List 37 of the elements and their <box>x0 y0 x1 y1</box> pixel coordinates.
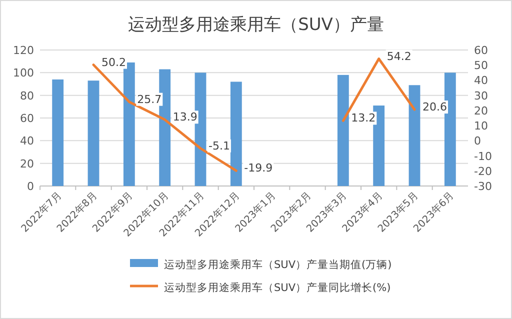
y-tick-label: 20 <box>20 157 34 170</box>
chart-title: 运动型多用途乘用车（SUV）产量 <box>128 15 384 35</box>
y-tick-label: 60 <box>20 112 34 125</box>
y2-tick-label: 10 <box>474 120 488 133</box>
data-label: 25.7 <box>137 92 162 106</box>
bar <box>123 62 135 186</box>
data-label: -19.9 <box>244 162 273 175</box>
data-label: 54.2 <box>386 50 412 63</box>
bar <box>159 69 171 186</box>
y-tick-label: 0 <box>27 180 34 193</box>
bar <box>52 79 64 186</box>
data-label: 20.6 <box>422 100 447 114</box>
data-label: 50.2 <box>102 56 126 69</box>
y2-tick-label: 20 <box>474 104 488 118</box>
y2-tick-label: -30 <box>474 180 492 193</box>
y2-tick-label: 50 <box>474 59 488 72</box>
bar <box>337 74 349 186</box>
legend-label: 运动型多用途乘用车（SUV）产量当期值(万辆) <box>164 258 392 271</box>
y2-tick-label: 30 <box>474 89 488 102</box>
y-tick-label: 100 <box>13 66 34 80</box>
data-label: 13.2 <box>351 112 376 125</box>
y2-tick-label: 0 <box>474 134 481 148</box>
y2-tick-label: -20 <box>474 164 492 178</box>
bar <box>194 72 206 186</box>
y2-tick-label: 40 <box>474 74 488 88</box>
y-tick-label: 40 <box>20 134 34 148</box>
bar <box>408 85 420 186</box>
y-tick-label: 120 <box>13 44 34 57</box>
data-label: -5.1 <box>208 139 230 152</box>
bar <box>88 80 100 186</box>
legend-label: 运动型多用途乘用车（SUV）产量同比增长(%) <box>164 281 391 294</box>
bar <box>373 106 385 186</box>
y2-tick-label: 60 <box>474 44 488 57</box>
data-label: 13.9 <box>172 110 198 124</box>
y-tick-label: 80 <box>20 89 34 102</box>
y2-tick-label: -10 <box>474 150 492 163</box>
bar <box>230 82 242 186</box>
